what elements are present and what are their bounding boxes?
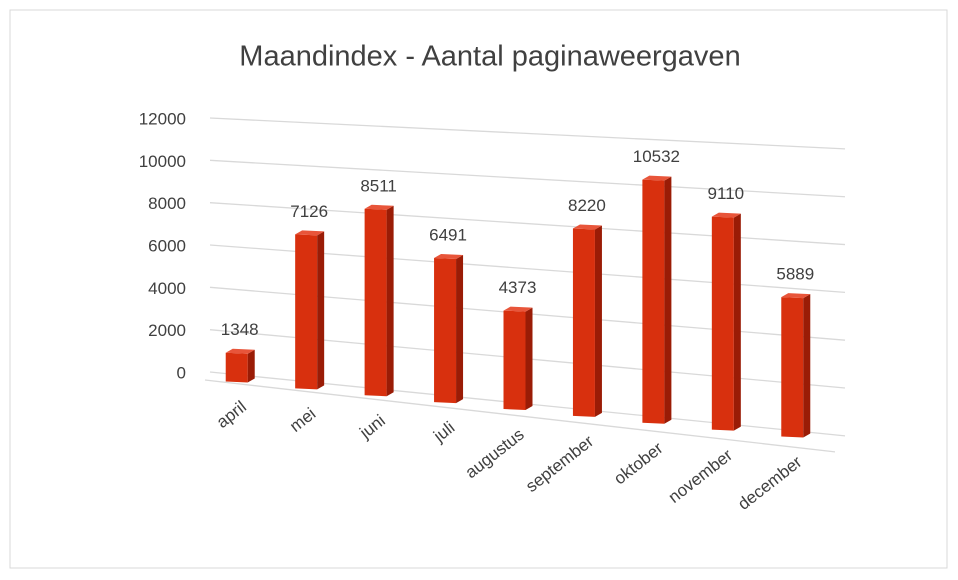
y-tick-label: 2000 [148, 321, 186, 340]
bar-top [572, 224, 602, 230]
bar-side [525, 307, 533, 410]
bar [503, 306, 533, 410]
bar-front [225, 352, 248, 383]
chart-frame [9, 9, 948, 569]
data-label: 4373 [499, 278, 537, 297]
data-label: 8220 [568, 196, 606, 215]
y-tick-label: 6000 [148, 236, 186, 255]
grid-line [209, 159, 846, 198]
data-label: 8511 [360, 176, 397, 195]
bar-side [317, 231, 325, 390]
bar-front [781, 297, 804, 438]
bar [781, 293, 811, 438]
y-tick-label: 4000 [148, 279, 186, 298]
bar-top [781, 293, 811, 299]
bar-top [642, 175, 672, 181]
floor-edge [204, 379, 836, 453]
data-label: 9110 [708, 184, 745, 203]
bar-side [386, 205, 394, 397]
bar-side [456, 254, 464, 404]
bar [711, 212, 741, 431]
bar-front [295, 234, 318, 390]
bar-front [503, 310, 526, 410]
data-label: 10532 [633, 147, 680, 166]
grid-line [209, 117, 846, 150]
y-tick-label: 8000 [148, 194, 186, 213]
bar-side [803, 294, 811, 438]
bar-top [225, 348, 255, 354]
bar-top [364, 204, 394, 210]
data-label: 7126 [290, 202, 328, 221]
bar-front [364, 208, 387, 397]
bar-side [594, 225, 602, 417]
data-label: 6491 [429, 225, 467, 244]
bar-top [434, 253, 464, 259]
bar-front [711, 216, 734, 431]
y-tick-label: 10000 [139, 152, 186, 171]
bar-front [572, 228, 595, 417]
chart-title: Maandindex - Aantal paginaweergaven [239, 41, 740, 73]
bar [434, 253, 464, 404]
bar [642, 175, 672, 424]
bar-front [642, 179, 665, 424]
bar-side [733, 213, 741, 431]
bar [364, 204, 394, 397]
bar-top [711, 212, 741, 218]
bar-side [247, 349, 255, 383]
y-tick-label: 0 [177, 363, 186, 382]
bar-top [295, 230, 325, 236]
data-label: 5889 [776, 265, 814, 284]
bar [295, 230, 325, 390]
bar-side [664, 176, 672, 424]
bar-top [503, 306, 533, 312]
bar [572, 224, 602, 417]
bar [225, 348, 255, 383]
y-tick-label: 12000 [139, 109, 186, 128]
data-label: 1348 [221, 320, 259, 339]
bar-front [434, 257, 457, 404]
